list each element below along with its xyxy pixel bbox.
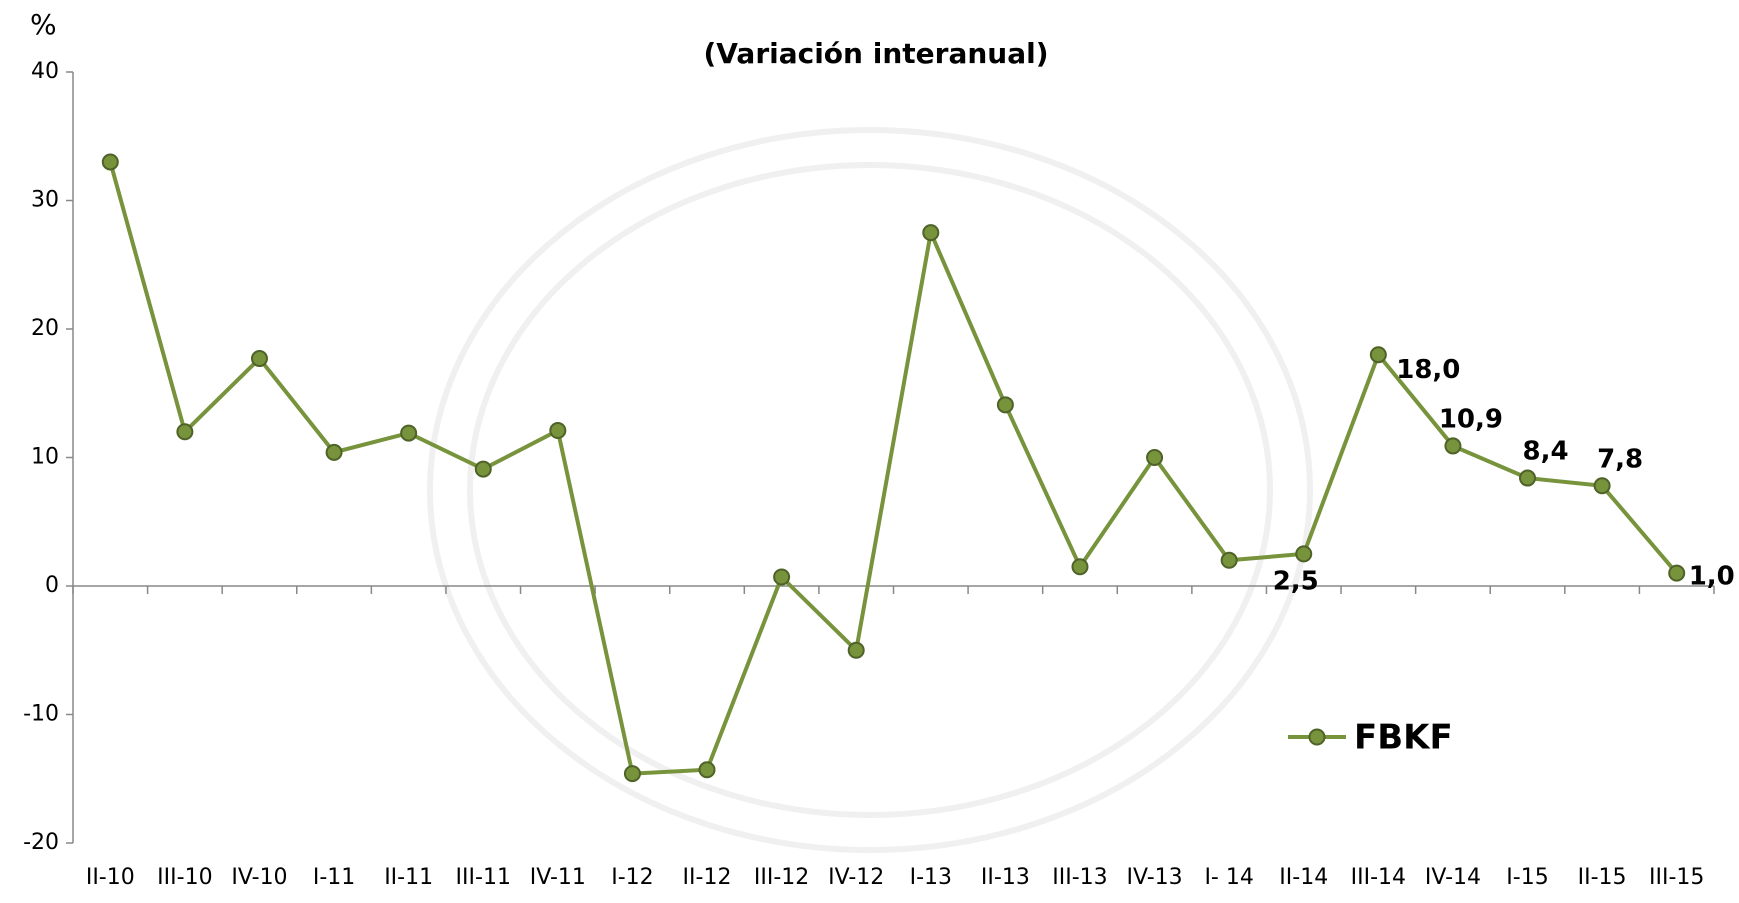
- data-label: 2,5: [1273, 566, 1319, 596]
- x-tick-label: IV-12: [828, 865, 884, 890]
- data-label: 1,0: [1689, 562, 1735, 592]
- marker: [1295, 545, 1313, 563]
- x-tick-label: III-10: [157, 865, 212, 890]
- x-tick-label: I-15: [1506, 865, 1548, 890]
- x-tick-label: II-11: [384, 865, 433, 890]
- watermark: [427, 127, 1313, 853]
- marker: [1369, 346, 1387, 364]
- marker: [623, 765, 641, 783]
- x-tick-label: II-13: [981, 865, 1030, 890]
- x-tick-label: III-15: [1649, 865, 1704, 890]
- data-label: 18,0: [1396, 355, 1460, 385]
- y-tick-label: -10: [23, 702, 59, 727]
- x-tick-label: II-15: [1578, 865, 1627, 890]
- y-tick-label: 20: [31, 316, 59, 341]
- x-tick-label: II-14: [1279, 865, 1328, 890]
- marker: [325, 443, 343, 461]
- x-tick-label: IV-11: [530, 865, 586, 890]
- marker: [176, 423, 194, 441]
- data-label: 10,9: [1439, 404, 1503, 434]
- x-tick-label: III-11: [456, 865, 511, 890]
- marker: [1593, 477, 1611, 495]
- x-tick-label: III-14: [1351, 865, 1406, 890]
- x-tick-label: IV-10: [231, 865, 287, 890]
- legend-label: FBKF: [1354, 718, 1453, 758]
- marker: [400, 424, 418, 442]
- marker: [1444, 437, 1462, 455]
- marker: [1071, 558, 1089, 576]
- marker: [1519, 469, 1537, 487]
- marker: [474, 460, 492, 478]
- x-tick-label: III-12: [754, 865, 809, 890]
- marker: [773, 568, 791, 586]
- y-tick-label: 10: [31, 445, 59, 470]
- marker: [698, 761, 716, 779]
- x-tick-label: III-13: [1052, 865, 1107, 890]
- marker: [250, 350, 268, 368]
- legend-marker: [1308, 728, 1326, 746]
- x-tick-label: I-12: [611, 865, 653, 890]
- x-tick-label: IV-14: [1425, 865, 1481, 890]
- x-tick-label: IV-13: [1126, 865, 1182, 890]
- y-tick-label: -20: [23, 830, 59, 855]
- x-tick-label: I-13: [910, 865, 952, 890]
- marker: [996, 396, 1014, 414]
- x-tick-label: I-11: [313, 865, 355, 890]
- marker: [922, 224, 940, 242]
- x-tick-label: I- 14: [1204, 865, 1253, 890]
- series-line: [108, 161, 1679, 776]
- data-label: 7,8: [1597, 444, 1643, 474]
- marker: [549, 422, 567, 440]
- data-label: 8,4: [1522, 437, 1568, 467]
- chart-title: (Variación interanual): [703, 37, 1048, 70]
- y-tick-label: 30: [31, 188, 59, 213]
- y-tick-label: 0: [45, 573, 59, 598]
- marker: [1146, 449, 1164, 466]
- marker: [1668, 564, 1686, 582]
- marker: [847, 641, 865, 659]
- marker: [101, 153, 119, 171]
- x-tick-label: II-12: [683, 865, 732, 890]
- y-tick-label: 40: [31, 59, 59, 84]
- x-tick-label: II-10: [86, 865, 135, 890]
- marker: [1220, 551, 1238, 569]
- y-axis-label: %: [30, 8, 57, 41]
